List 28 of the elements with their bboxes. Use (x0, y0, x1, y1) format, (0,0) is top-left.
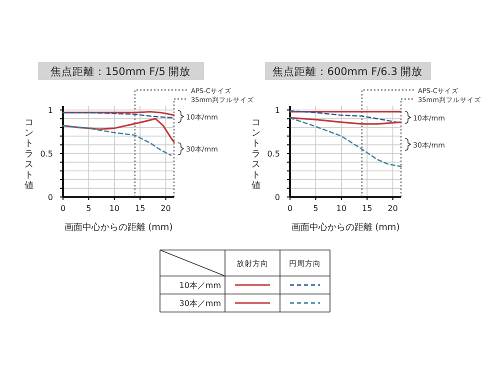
x-tick-label: 20 (160, 204, 171, 213)
line-series (62, 125, 172, 156)
x-tick-label: 15 (362, 204, 372, 213)
y-tick-label: 0 (48, 193, 53, 202)
y-tick-label: 0 (274, 193, 280, 202)
chart-title: 焦点距離：600mm F/6.3 開放 (272, 65, 423, 78)
y-tick-label: 1 (274, 106, 280, 115)
x-tick-label: 5 (313, 204, 318, 213)
y-tick-label: 0.5 (40, 150, 53, 158)
line-series (289, 117, 402, 125)
y-tick-label: 0.5 (267, 150, 280, 158)
line-series (289, 117, 402, 168)
x-tick-label: 20 (388, 204, 398, 213)
text: 30本／mm (179, 299, 222, 308)
line-series (62, 118, 175, 143)
y-axis-title: コントラスト値 (24, 118, 34, 191)
x-tick-label: 15 (134, 204, 146, 213)
text: 10本／mm (179, 281, 222, 290)
x-axis-title: 画面中心からの距離 (mm) (291, 222, 400, 233)
y-axis-title: コントラスト値 (252, 118, 260, 191)
x-tick-label: 10 (336, 204, 346, 213)
x-axis-title: 画面中心からの距離 (mm) (64, 222, 173, 233)
x-tick-label: 0 (60, 204, 66, 213)
y-tick-label: 1 (48, 106, 53, 115)
x-tick-label: 5 (86, 204, 92, 213)
chart-title: 焦点距離：150mm F/5 開放 (50, 65, 191, 78)
x-tick-label: 10 (109, 204, 120, 213)
x-tick-label: 0 (287, 204, 293, 213)
